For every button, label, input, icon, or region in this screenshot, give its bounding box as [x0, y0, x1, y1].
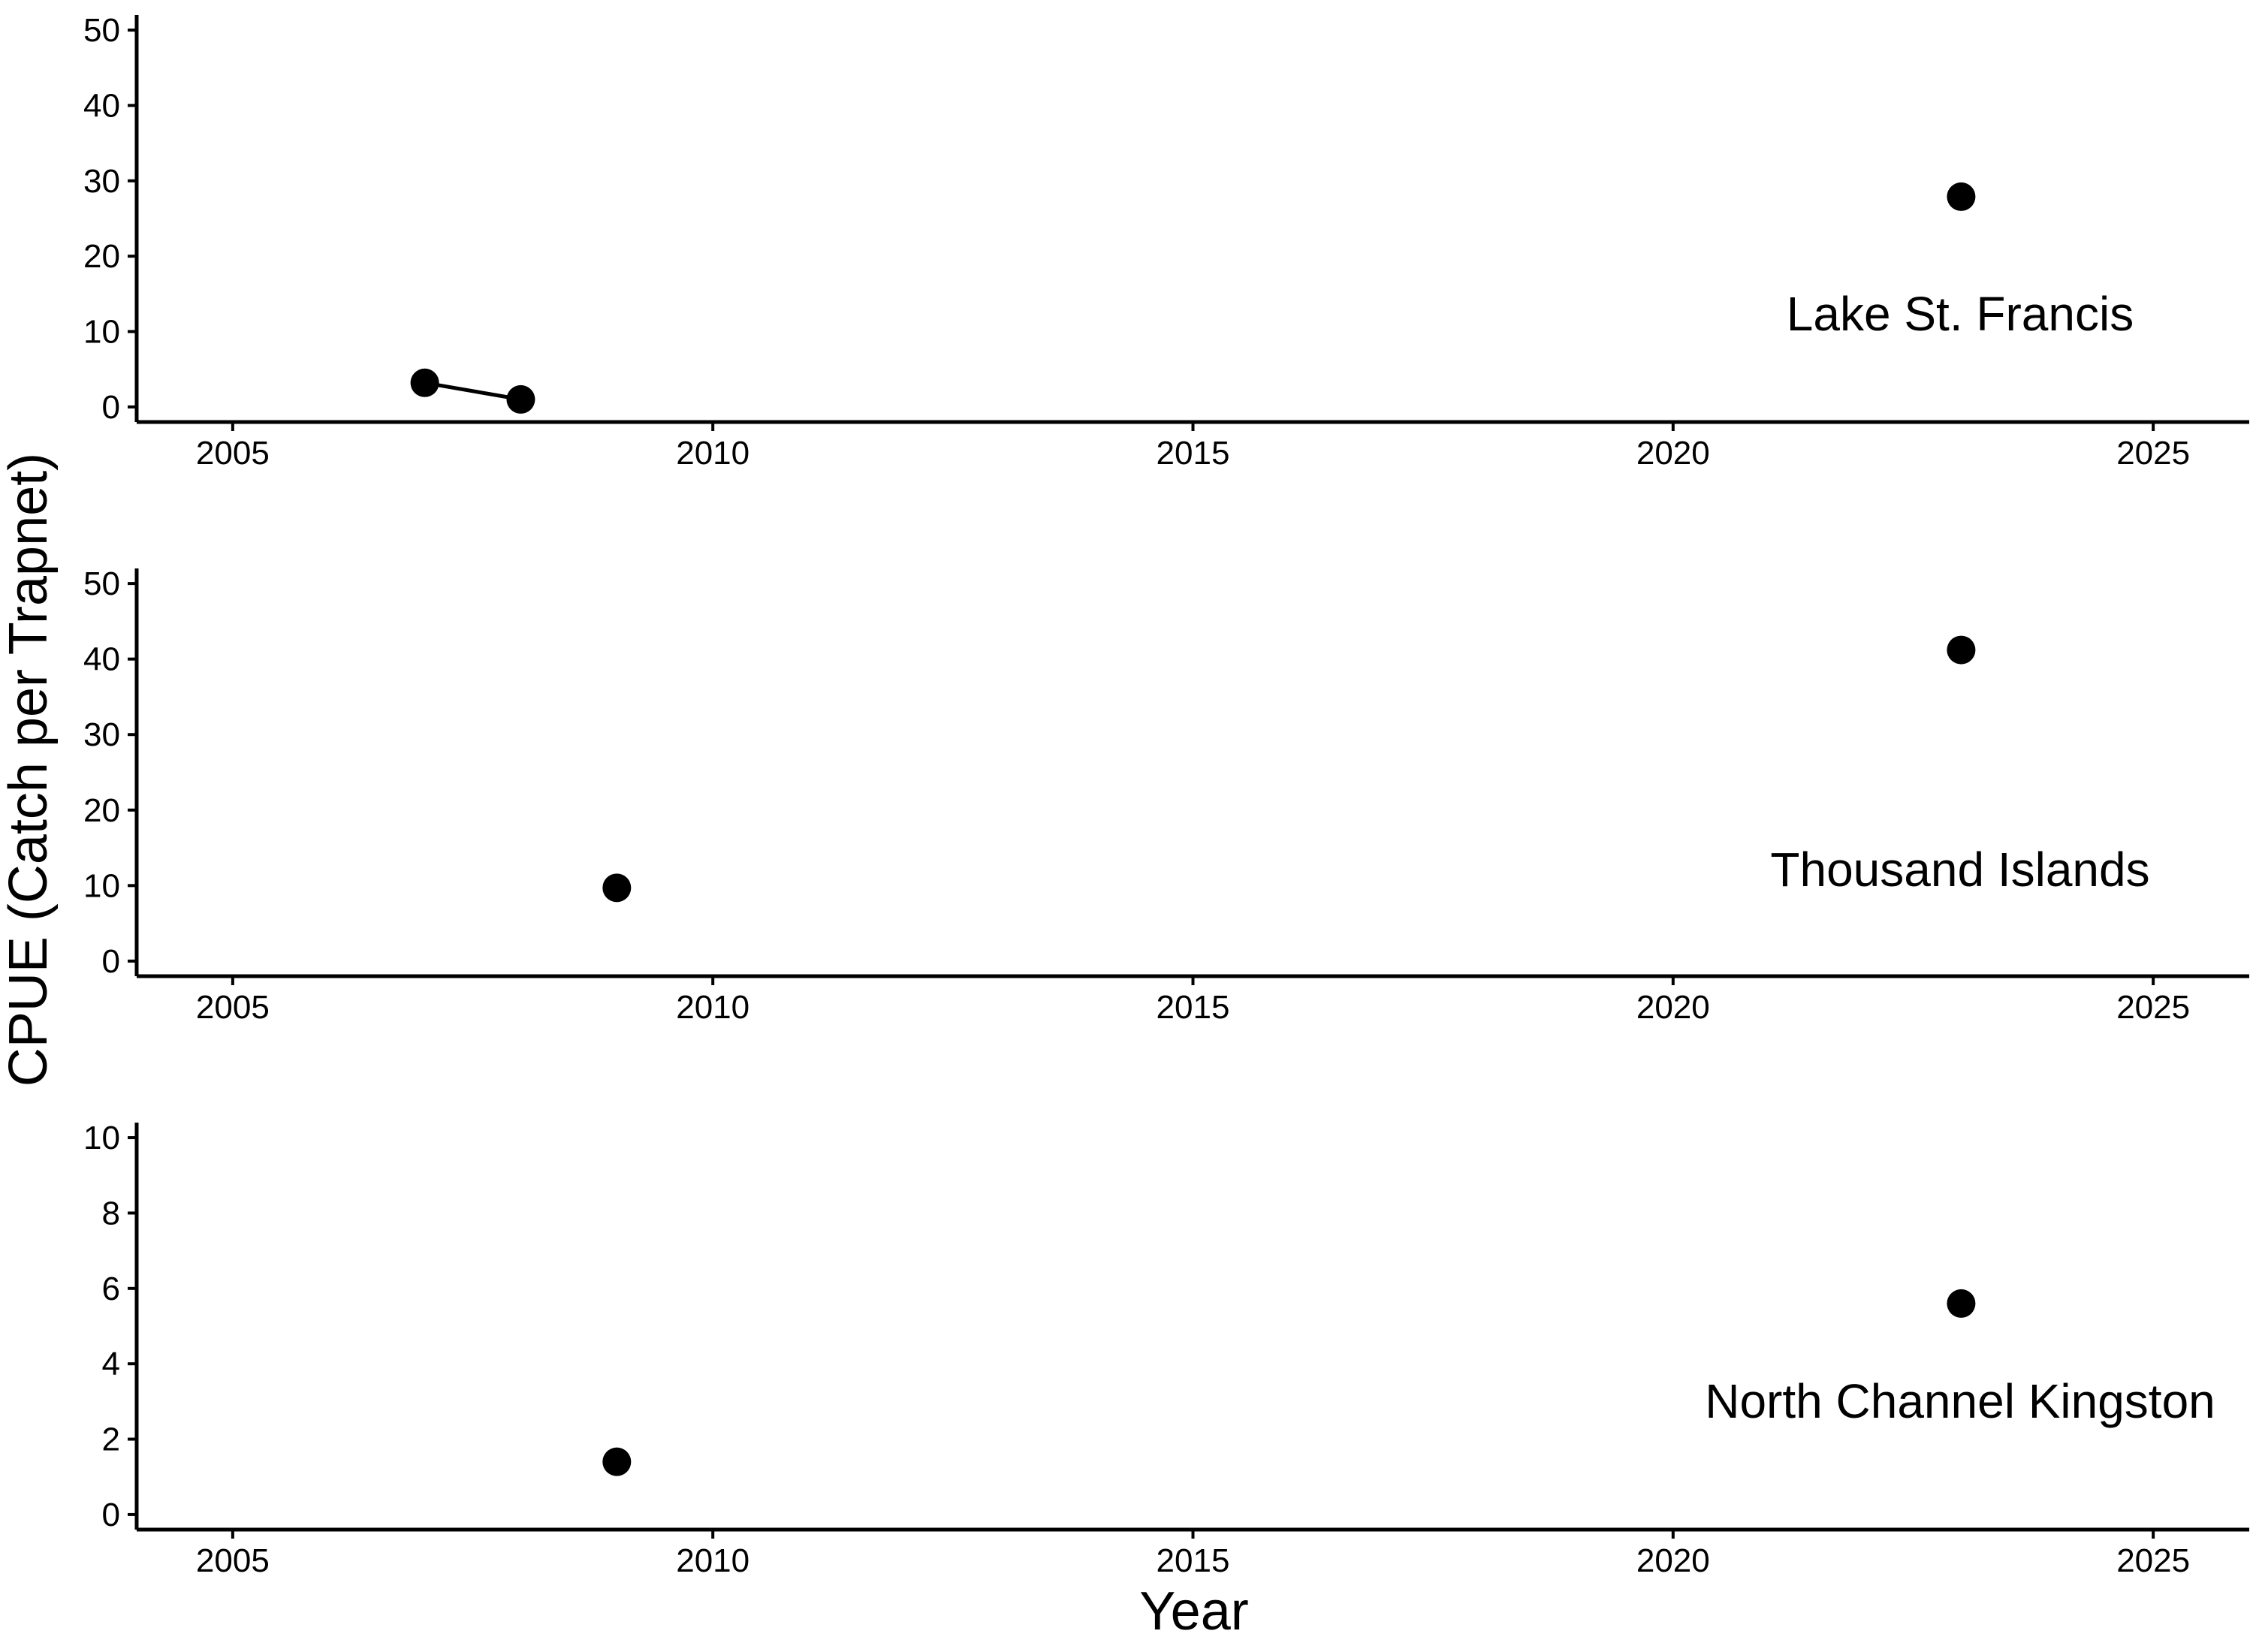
y-tick-label: 30 — [83, 163, 120, 200]
x-tick-label: 2010 — [676, 989, 749, 1026]
data-point — [1947, 635, 1976, 665]
y-tick-label: 50 — [83, 12, 120, 49]
y-tick-label: 10 — [83, 1120, 120, 1156]
y-tick-label: 40 — [83, 87, 120, 124]
x-tick-label: 2015 — [1157, 435, 1230, 472]
x-tick-label: 2010 — [676, 1542, 749, 1579]
y-tick-label: 2 — [102, 1421, 120, 1458]
panel-1: 0 10 20 30 40 50 2005 2010 2015 2020 2025 Thousand … — [83, 565, 2249, 1026]
y-tick-label: 20 — [83, 792, 120, 829]
y-tick-label: 0 — [102, 943, 120, 980]
y-tick-label: 8 — [102, 1195, 120, 1231]
x-tick-label: 2020 — [1636, 435, 1710, 472]
y-tick-label: 30 — [83, 716, 120, 753]
y-tick-label: 10 — [83, 314, 120, 351]
x-tick-label: 2005 — [196, 435, 270, 472]
panel-label: Lake St. Francis — [1787, 287, 2134, 341]
x-tick-label: 2015 — [1157, 1542, 1230, 1579]
y-tick-label: 0 — [102, 1497, 120, 1533]
data-point — [410, 368, 439, 397]
x-axis-title: Year — [1139, 1581, 1248, 1641]
x-tick-label: 2025 — [2116, 435, 2190, 472]
data-point — [1947, 1289, 1976, 1318]
x-tick-label: 2005 — [196, 989, 270, 1026]
x-tick-label: 2025 — [2116, 989, 2190, 1026]
y-tick-label: 50 — [83, 565, 120, 602]
y-tick-label: 20 — [83, 238, 120, 275]
x-tick-label: 2020 — [1636, 989, 1710, 1026]
x-tick-label: 2025 — [2116, 1542, 2190, 1579]
data-point — [1947, 182, 1976, 211]
y-axis-title: CPUE (Catch per Trapnet) — [0, 453, 59, 1087]
panel-0: 0 10 20 30 40 50 2005 2010 2015 2020 2025 Lake St. … — [83, 12, 2249, 472]
y-tick-label: 10 — [83, 867, 120, 904]
y-tick-label: 0 — [102, 389, 120, 426]
x-tick-label: 2015 — [1157, 989, 1230, 1026]
data-point — [506, 384, 535, 414]
panel-2: 0 2 4 6 8 10 2005 2010 2015 2020 2025 North Channel… — [83, 1120, 2249, 1579]
series-line — [424, 381, 521, 402]
x-tick-label: 2020 — [1636, 1542, 1710, 1579]
panel-label: North Channel Kingston — [1705, 1374, 2215, 1428]
y-tick-label: 6 — [102, 1271, 120, 1307]
x-tick-label: 2010 — [676, 435, 749, 472]
x-tick-label: 2005 — [196, 1542, 270, 1579]
y-tick-label: 40 — [83, 641, 120, 678]
data-point — [602, 1447, 632, 1476]
data-point — [602, 873, 632, 903]
panel-label: Thousand Islands — [1770, 843, 2149, 897]
y-tick-label: 4 — [102, 1346, 120, 1382]
